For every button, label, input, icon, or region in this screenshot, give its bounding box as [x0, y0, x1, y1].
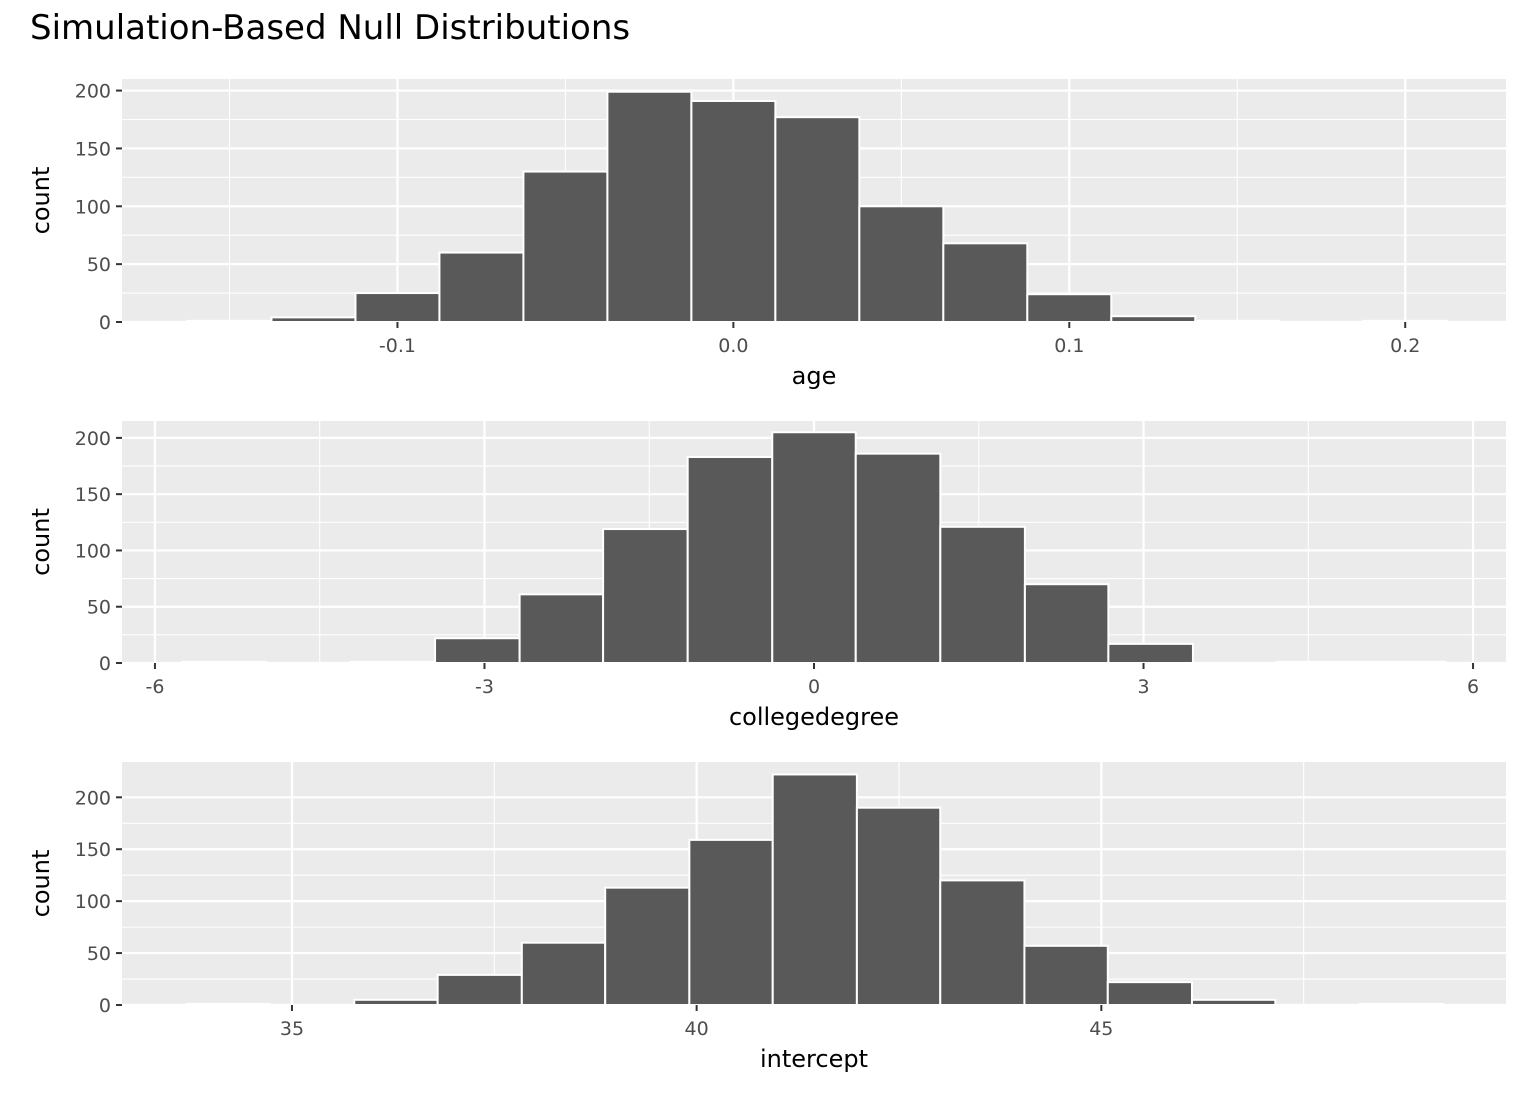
- histogram-bar: [1361, 660, 1447, 664]
- histogram-bar: [858, 205, 945, 324]
- chart-title: Simulation-Based Null Distributions: [30, 8, 631, 48]
- y-tick-label: 0: [99, 653, 111, 675]
- histogram-bar: [349, 660, 437, 664]
- x-axis-title: age: [792, 362, 837, 390]
- x-tick-label: -3: [475, 676, 494, 698]
- x-tick-label: 35: [280, 1018, 304, 1040]
- y-axis-title: count: [27, 508, 55, 576]
- x-tick-label: 0.2: [1390, 335, 1420, 357]
- histogram-bar: [354, 292, 441, 324]
- histogram-bar: [436, 973, 523, 1007]
- y-tick-label: 100: [75, 891, 111, 913]
- histogram-bar: [1194, 319, 1281, 324]
- y-tick-label: 50: [87, 597, 111, 619]
- y-tick-label: 50: [87, 943, 111, 965]
- histogram-bar: [185, 1002, 272, 1007]
- y-tick-label: 150: [75, 484, 111, 506]
- histogram-bar: [771, 431, 857, 665]
- histogram-bar: [1358, 1002, 1444, 1007]
- histogram-bar: [270, 316, 357, 324]
- x-tick-label: -0.1: [379, 335, 416, 357]
- histogram-bar: [1107, 642, 1194, 664]
- y-tick-label: 100: [75, 540, 111, 562]
- histogram-bar: [181, 660, 267, 664]
- x-tick-label: -6: [145, 676, 164, 698]
- y-tick-label: 200: [75, 428, 111, 450]
- panel-intercept: 0 50 100 150 200 35 40 45 intercept count: [27, 762, 1506, 1073]
- histogram-bar: [855, 806, 942, 1007]
- histogram-bar: [353, 998, 439, 1006]
- histogram-bar: [1026, 293, 1113, 324]
- histogram-bar: [688, 838, 774, 1007]
- histogram-bar: [1190, 998, 1277, 1006]
- x-tick-label: 0: [808, 676, 820, 698]
- histogram-bar: [774, 116, 861, 323]
- histogram-bar: [522, 170, 609, 323]
- histogram-bar: [1023, 944, 1109, 1006]
- y-tick-label: 150: [75, 839, 111, 861]
- histogram-bar: [771, 773, 858, 1007]
- x-axis-title: intercept: [760, 1045, 868, 1073]
- histogram-bar: [602, 528, 689, 664]
- histogram-bar: [690, 99, 777, 323]
- histogram-bar: [1110, 315, 1197, 324]
- histogram-bar: [686, 456, 774, 665]
- panel-age: 0 50 100 150 200 -0.1 0.0 0.1 0.2 age count: [27, 79, 1506, 390]
- y-tick-label: 150: [75, 138, 111, 160]
- histogram-bar: [186, 319, 273, 324]
- y-tick-label: 200: [75, 787, 111, 809]
- histogram-bar: [520, 941, 607, 1007]
- x-tick-label: 40: [685, 1018, 709, 1040]
- y-tick-label: 0: [99, 312, 111, 334]
- panel-collegedegree: 0 50 100 150 200 -6 -3 0 3 6 collegedegree count: [27, 421, 1506, 731]
- histogram-bar: [854, 452, 942, 664]
- x-tick-label: 45: [1089, 1018, 1113, 1040]
- y-tick-label: 0: [99, 995, 111, 1017]
- histogram-bar: [518, 593, 605, 664]
- y-tick-label: 50: [87, 254, 111, 276]
- y-axis-title: count: [27, 167, 55, 235]
- histogram-bar: [1023, 583, 1110, 664]
- histogram-bar: [606, 90, 693, 323]
- histogram-bar: [1362, 319, 1449, 324]
- histogram-bar: [1276, 660, 1364, 664]
- histogram-bar: [942, 242, 1029, 323]
- x-tick-label: 0.0: [718, 335, 748, 357]
- histogram-bar: [939, 525, 1026, 664]
- x-tick-label: 3: [1137, 676, 1149, 698]
- x-tick-label: 6: [1467, 676, 1479, 698]
- histogram-bar: [1106, 981, 1193, 1007]
- x-axis-title: collegedegree: [729, 703, 899, 731]
- histogram-bar: [434, 637, 521, 664]
- x-tick-label: 0.1: [1054, 335, 1084, 357]
- y-axis-title: count: [27, 850, 55, 918]
- y-tick-label: 200: [75, 81, 111, 103]
- histogram-bar: [939, 879, 1026, 1007]
- histogram-bar: [604, 886, 691, 1007]
- histogram-bar: [438, 251, 525, 323]
- y-tick-label: 100: [75, 196, 111, 218]
